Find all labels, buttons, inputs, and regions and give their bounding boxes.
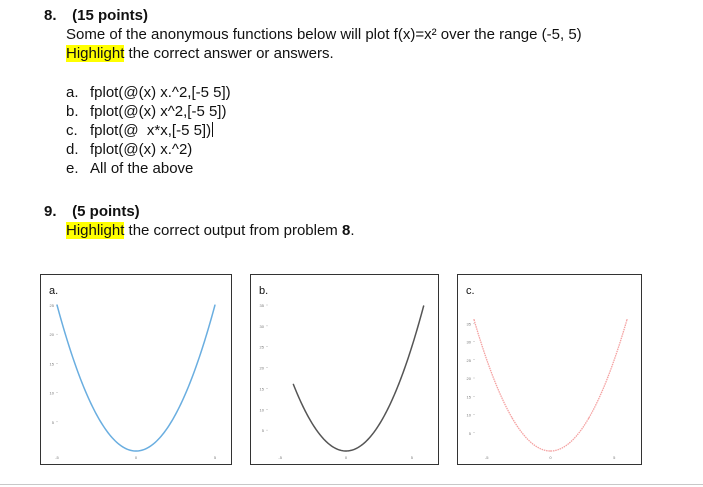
question-8-header: 8. (15 points) — [44, 6, 148, 25]
question-9-header: 9. (5 points) — [44, 202, 140, 221]
y-tick-label: 25 — [50, 303, 55, 308]
y-tick-label: 10 — [467, 413, 472, 418]
question-9-text-rest: the correct output from problem — [124, 222, 342, 239]
option-c[interactable]: c. fplot(@ x*x,[-5 5]) — [66, 121, 214, 140]
option-d[interactable]: d. fplot(@(x) x.^2) — [66, 140, 192, 159]
y-tick-label: 15 — [50, 361, 55, 366]
data-point — [569, 442, 571, 444]
highlight-word: Highlight — [66, 45, 125, 62]
option-b[interactable]: b. fplot(@(x) x^2,[-5 5]) — [66, 102, 226, 121]
data-point — [511, 417, 513, 419]
question-8-text-rest: the correct answer or answers. — [124, 45, 334, 62]
data-point — [423, 305, 425, 307]
data-point — [588, 417, 590, 419]
data-point — [56, 304, 58, 306]
data-point — [95, 413, 98, 416]
option-letter: a. — [66, 84, 79, 101]
option-e[interactable]: e. All of the above — [66, 159, 193, 178]
x-tick-label: 0 — [345, 455, 348, 460]
data-point — [345, 450, 347, 452]
x-tick-label: 5 — [411, 455, 414, 460]
data-point — [607, 376, 609, 378]
question-9-ref: 8 — [341, 222, 351, 239]
y-tick-label: 30 — [260, 324, 265, 329]
data-point — [626, 319, 628, 321]
y-tick-label: 25 — [467, 358, 472, 363]
option-text: fplot(@(x) x.^2,[-5 5]) — [90, 84, 231, 101]
plot-panel-c[interactable]: c. 35 30 25 20 15 10 5 -5 0 5 — [457, 274, 642, 465]
data-point — [371, 433, 373, 435]
data-point — [319, 433, 321, 435]
data-point — [549, 450, 552, 452]
question-9-points: (5 points) — [72, 203, 140, 220]
data-point — [398, 383, 400, 385]
y-tick-label: 15 — [260, 386, 265, 391]
x-tick-label: -5 — [55, 455, 59, 460]
y-tick-label: 35 — [467, 321, 472, 326]
x-tick-label: 0 — [135, 455, 138, 460]
y-tick-label: 5 — [262, 428, 265, 433]
parabola-curve — [292, 305, 425, 452]
question-9-number: 9. — [44, 203, 57, 220]
option-text: All of the above — [90, 160, 194, 177]
plot-label: c. — [466, 285, 475, 297]
plot-a-svg: 25 20 15 10 5 -5 0 5 — [50, 303, 217, 460]
x-tick-label: 0 — [549, 455, 552, 460]
x-tick-label: -5 — [485, 455, 489, 460]
x-tick-label: -5 — [278, 455, 282, 460]
parabola-curve — [56, 304, 216, 452]
y-tick-label: 20 — [260, 366, 265, 371]
option-a[interactable]: a. fplot(@(x) x.^2,[-5 5]) — [66, 83, 231, 102]
y-tick-label: 10 — [260, 407, 265, 412]
y-tick-label: 25 — [260, 345, 265, 350]
x-tick-label: 5 — [214, 455, 217, 460]
data-point — [473, 319, 475, 321]
question-9-text: Highlight the correct output from proble… — [66, 221, 355, 240]
option-letter: e. — [66, 160, 79, 177]
x-tick-label: 5 — [613, 455, 616, 460]
text-cursor — [212, 122, 214, 137]
parabola-curve — [473, 319, 628, 452]
y-tick-label: 20 — [467, 376, 472, 381]
question-8-text-line1: Some of the anonymous functions below wi… — [66, 26, 582, 43]
y-tick-label: 10 — [50, 391, 55, 396]
plot-panel-b[interactable]: b. 35 30 25 20 15 10 5 -5 0 5 — [250, 274, 439, 465]
option-text: fplot(@ x*x,[-5 5]) — [90, 122, 212, 139]
question-8-number: 8. — [44, 7, 57, 24]
y-tick-label: 5 — [52, 420, 55, 425]
plot-b-svg: 35 30 25 20 15 10 5 -5 0 5 — [260, 303, 425, 460]
y-tick-label: 15 — [467, 394, 472, 399]
data-point — [214, 304, 216, 306]
option-text: fplot(@(x) x^2,[-5 5]) — [90, 103, 227, 120]
data-point — [292, 383, 294, 385]
y-tick-label: 30 — [467, 340, 472, 345]
question-8-points: (15 points) — [72, 7, 149, 24]
option-letter: b. — [66, 103, 79, 120]
plot-label: a. — [49, 285, 59, 297]
option-letter: c. — [66, 122, 78, 139]
y-tick-label: 20 — [50, 332, 55, 337]
option-text: fplot(@(x) x.^2) — [90, 141, 193, 158]
highlight-word: Highlight — [66, 222, 125, 239]
question-8-text-line2: Highlight the correct answer or answers. — [66, 44, 334, 63]
y-tick-label: 5 — [469, 431, 472, 436]
bottom-divider — [0, 484, 703, 485]
option-letter: d. — [66, 141, 79, 158]
plot-c-svg: 35 30 25 20 15 10 5 -5 0 5 — [467, 319, 628, 460]
plot-label: b. — [259, 285, 269, 297]
question-9-end: . — [350, 222, 355, 239]
data-point — [174, 413, 177, 416]
plot-panel-a[interactable]: a. 25 20 15 10 5 -5 0 5 — [40, 274, 232, 465]
y-tick-label: 35 — [260, 303, 265, 308]
data-point — [135, 450, 137, 452]
